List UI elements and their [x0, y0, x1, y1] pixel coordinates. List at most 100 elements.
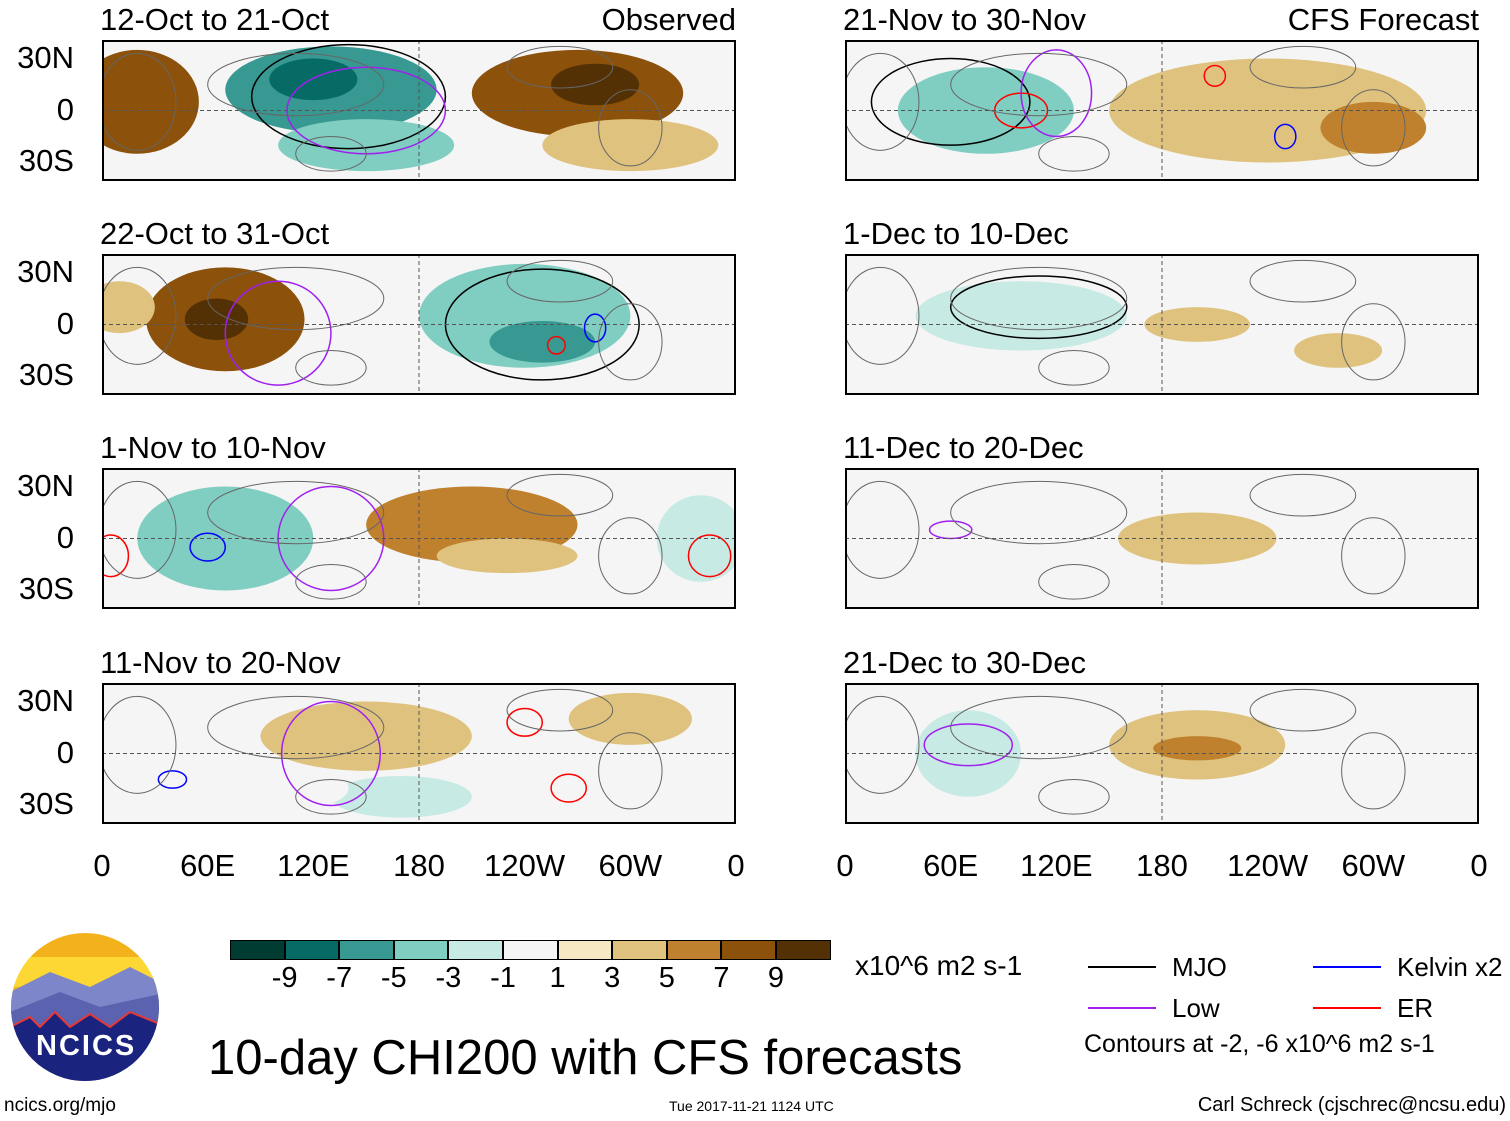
coastline	[207, 695, 385, 760]
anomaly-region	[260, 701, 472, 771]
map-panel	[845, 683, 1479, 824]
coastline	[598, 89, 663, 167]
panel-title: 12-Oct to 21-Oct	[100, 2, 330, 37]
mjo-contour	[949, 275, 1128, 340]
figure-title: 10-day CHI200 with CFS forecasts	[208, 1031, 963, 1085]
anomaly-region	[551, 63, 640, 106]
lon-label: 60W	[1341, 848, 1406, 883]
lon-label: 60W	[598, 848, 663, 883]
coastline	[845, 695, 920, 794]
colorbar-label: -9	[271, 962, 298, 994]
colorbar-swatch	[776, 940, 831, 960]
anomaly-region	[269, 58, 358, 101]
coastline	[1249, 259, 1357, 303]
anomaly-region	[137, 486, 314, 591]
lat-label: 30S	[18, 571, 74, 607]
low-contour	[224, 280, 332, 386]
lat-label: 30S	[18, 143, 74, 179]
panel-title: 21-Nov to 30-Nov	[843, 2, 1086, 37]
panel-tag: Observed	[601, 2, 736, 37]
kelvin-contour	[157, 770, 188, 789]
colorbar-swatch	[230, 940, 285, 960]
footer-left: ncics.org/mjo	[4, 1095, 116, 1116]
low-contour	[923, 723, 1014, 767]
kelvin-contour	[1273, 123, 1297, 150]
low-contour	[1020, 49, 1093, 138]
lat-label: 30S	[18, 357, 74, 393]
er-contour	[102, 534, 130, 578]
anomaly-region	[184, 298, 249, 341]
anomaly-region	[915, 710, 1022, 797]
coastline	[506, 45, 614, 89]
kelvin-contour	[189, 532, 227, 562]
anomaly-region	[568, 692, 692, 745]
lon-label: 0	[93, 848, 111, 883]
coastline	[506, 688, 614, 732]
coastline	[1038, 135, 1110, 172]
mjo-contour	[250, 43, 447, 150]
coastline	[1341, 732, 1406, 810]
anomaly-region	[1153, 736, 1242, 761]
coastline	[295, 778, 367, 815]
anomaly-region	[542, 119, 719, 172]
colorbar-label: 9	[767, 962, 785, 994]
footer-right: Carl Schreck (cjschrec@ncsu.edu)	[1197, 1094, 1506, 1116]
panel-frame	[845, 40, 1479, 181]
anomaly-region	[656, 495, 736, 582]
coastline	[102, 695, 177, 794]
coastline	[1249, 473, 1357, 517]
lon-label: 0	[1470, 848, 1488, 883]
lon-label: 120W	[484, 848, 566, 883]
lon-label: 180	[393, 848, 445, 883]
map-panel	[102, 683, 736, 824]
lat-label: 30N	[17, 253, 74, 289]
panel-frame	[102, 40, 736, 181]
er-contour	[687, 534, 732, 578]
anomaly-region	[242, 767, 349, 809]
colorbar-swatch	[721, 940, 776, 960]
panel-title: 1-Nov to 10-Nov	[100, 430, 326, 465]
lat-label: 30S	[18, 786, 74, 822]
colorbar-label: -7	[326, 962, 353, 994]
colorbar-label: -1	[490, 962, 516, 994]
colorbar-label: -3	[435, 962, 462, 994]
coastline	[506, 473, 614, 517]
coastline	[1038, 778, 1110, 815]
coastline	[950, 695, 1128, 760]
map-panel	[102, 254, 736, 395]
coastline	[207, 266, 385, 331]
anomaly-region	[330, 776, 472, 818]
coastline	[102, 266, 177, 365]
colorbar-label: 1	[549, 962, 566, 994]
lon-label: 120W	[1227, 848, 1309, 883]
map-panel	[102, 40, 736, 181]
legend-label: Low	[1172, 993, 1220, 1023]
mjo-contour	[870, 57, 1031, 146]
anomaly-region	[915, 281, 1127, 351]
lon-label: 0	[727, 848, 745, 883]
lat-label: 0	[56, 734, 74, 770]
colorbar-swatch	[339, 940, 394, 960]
ncics-logo	[10, 932, 160, 1082]
lat-label: 0	[56, 91, 74, 127]
legend-line-er	[1313, 1007, 1381, 1009]
er-contour	[550, 773, 588, 803]
colorbar-swatch	[284, 940, 340, 960]
anomaly-region	[1320, 101, 1427, 154]
low-contour	[280, 700, 382, 807]
map-panel	[102, 468, 736, 609]
coastline	[598, 732, 663, 810]
lat-label: 0	[56, 305, 74, 341]
kelvin-contour	[583, 313, 607, 343]
er-contour	[506, 707, 544, 737]
coastline	[1038, 349, 1110, 386]
legend-line-kelvin	[1313, 966, 1381, 968]
lon-label: 180	[1136, 848, 1188, 883]
er-contour	[1203, 64, 1227, 87]
colorbar-swatch	[612, 940, 667, 960]
anomaly-region	[941, 538, 1030, 574]
map-panel	[845, 468, 1479, 609]
panel-frame	[102, 683, 736, 824]
coastline	[102, 52, 177, 151]
